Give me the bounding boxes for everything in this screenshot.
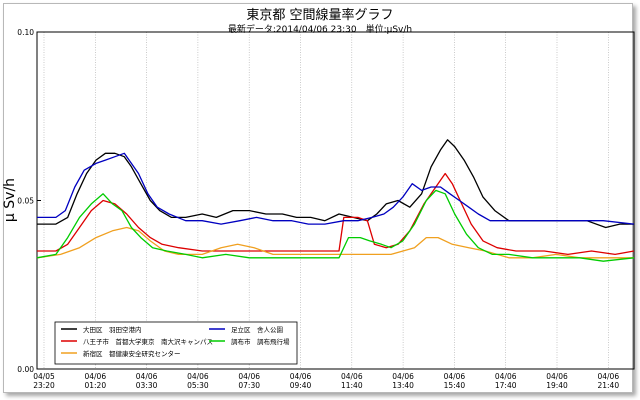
legend-label: 調布市 調布飛行場 — [231, 337, 290, 346]
legend-label: 新宿区 都健康安全研究センター — [83, 349, 181, 358]
y-tick-label: 0.00 — [17, 365, 34, 374]
plot-area — [36, 31, 635, 370]
x-tick-time: 21:40 — [597, 381, 619, 390]
series-line-3 — [37, 152, 635, 225]
legend-box — [54, 321, 298, 365]
x-tick-date: 04/06 — [495, 372, 517, 381]
series-line-2 — [36, 226, 634, 259]
y-axis-label: μ Sv/h — [2, 178, 18, 222]
x-tick-date: 04/06 — [444, 372, 466, 381]
x-tick-date: 04/06 — [546, 372, 568, 381]
x-tick-time: 17:40 — [495, 381, 517, 390]
chart-subtitle: 最新データ:2014/04/06 23:30 単位:μSv/h — [227, 25, 413, 35]
series-line-1 — [37, 172, 635, 256]
x-tick-date: 04/06 — [187, 372, 209, 381]
x-tick-time: 19:40 — [546, 381, 568, 390]
x-tick-time: 11:40 — [341, 381, 363, 390]
x-tick-time: 09:40 — [290, 381, 312, 390]
x-tick-time: 07:30 — [238, 381, 260, 390]
x-tick-time: 15:40 — [444, 381, 466, 390]
y-tick-label: 0.05 — [17, 197, 34, 206]
x-tick-time: 01:20 — [84, 381, 106, 390]
x-tick-time: 13:40 — [392, 381, 414, 390]
x-tick-date: 04/06 — [136, 372, 158, 381]
x-tick-date: 04/06 — [597, 372, 619, 381]
series-line-0 — [37, 139, 634, 229]
axis-layer: 04/0523:2004/0601:2004/0603:3004/0605:30… — [17, 28, 619, 390]
series-layer — [36, 139, 635, 262]
x-tick-date: 04/06 — [392, 372, 414, 381]
x-tick-date: 04/06 — [341, 372, 363, 381]
x-tick-date: 04/06 — [84, 372, 106, 381]
x-tick-time: 05:30 — [187, 381, 209, 390]
x-tick-date: 04/05 — [33, 372, 55, 381]
legend-label: 大田区 羽田空港内 — [83, 325, 142, 334]
legend-label: 足立区 舎人公園 — [231, 325, 283, 334]
grid-layer — [43, 32, 609, 369]
x-tick-time: 03:30 — [136, 381, 158, 390]
legend-label: 八王子市 首都大学東京 南大沢キャンパス — [83, 337, 213, 346]
x-tick-date: 04/06 — [238, 372, 260, 381]
x-tick-time: 23:20 — [33, 381, 55, 390]
x-tick-date: 04/06 — [290, 372, 312, 381]
y-tick-label: 0.10 — [17, 28, 34, 37]
chart-title: 東京都 空間線量率グラフ — [246, 8, 394, 23]
series-line-4 — [36, 189, 635, 262]
